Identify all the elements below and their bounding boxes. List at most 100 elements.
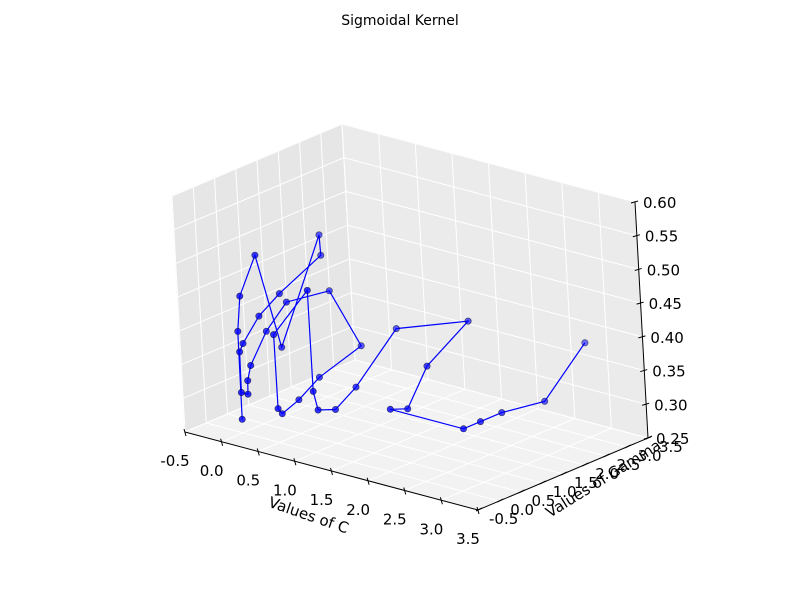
x-tick-label: -0.5 (160, 452, 189, 470)
x-tick-mark (220, 438, 224, 446)
data-point (236, 292, 244, 300)
x-tick-label: 0.0 (200, 462, 224, 480)
x-tick-label: 2.0 (346, 501, 370, 519)
data-point-layer (234, 231, 589, 433)
z-grid-line (175, 190, 639, 270)
data-point (352, 383, 360, 391)
x-tick-mark (403, 487, 407, 495)
data-point (262, 327, 270, 335)
data-point (314, 406, 322, 414)
data-point (404, 405, 412, 413)
y-tick-mark (539, 480, 546, 485)
data-point (459, 425, 467, 433)
data-point (325, 287, 333, 295)
x-tick-mark (366, 477, 370, 485)
x-tick-label: 1.5 (310, 491, 334, 509)
data-point (282, 298, 290, 306)
data-point (541, 397, 549, 405)
z-tick-label: 0.35 (652, 363, 685, 381)
data-point (270, 331, 278, 339)
data-point (255, 312, 263, 320)
data-point (247, 361, 255, 369)
x-tick-label: 3.5 (456, 530, 480, 548)
data-point (476, 418, 484, 426)
z-tick-mark (642, 402, 650, 406)
y-tick-mark (582, 462, 589, 467)
z-tick-label: 0.30 (654, 396, 687, 414)
data-point (244, 390, 252, 398)
y-tick-mark (624, 444, 631, 449)
x-tick-label: 0.5 (236, 472, 260, 490)
data-point (278, 343, 286, 351)
z-grid-line (173, 157, 638, 237)
data-point (317, 251, 325, 259)
data-point (295, 396, 303, 404)
z-tick-mark (636, 301, 644, 305)
z-tick-mark (640, 369, 648, 373)
z-tick-mark (630, 200, 639, 204)
z-tick-mark (634, 267, 642, 271)
data-point (386, 405, 394, 413)
x-tick-mark (256, 448, 260, 456)
y-tick-mark (518, 489, 525, 494)
y-tick-mark (603, 453, 610, 458)
y-tick-mark (497, 498, 504, 503)
y-tick-label: 3.5 (659, 438, 683, 456)
x-tick-label: 1.0 (273, 481, 297, 499)
data-point (498, 409, 506, 417)
data-point (309, 387, 317, 395)
data-point (423, 362, 431, 370)
axis-lines (183, 200, 653, 515)
data-point (244, 377, 252, 385)
data-point (238, 415, 246, 423)
y-tick-label: 0.0 (510, 501, 534, 519)
x-tick-mark (439, 497, 443, 505)
z-axis-line (634, 201, 649, 439)
x-tick-label: 2.5 (383, 511, 407, 529)
y-tick-label: -0.5 (489, 510, 518, 528)
data-point (237, 388, 245, 396)
y-tick-label: 0.5 (532, 492, 556, 510)
x-tick-label: 3.0 (419, 520, 443, 538)
axes-panes (171, 123, 650, 511)
y-tick-label: 1.5 (574, 474, 598, 492)
z-grid-line (179, 258, 643, 338)
data-point (275, 290, 283, 298)
z-tick-label: 0.60 (643, 194, 676, 212)
z-grid-line (171, 123, 636, 203)
data-point (581, 339, 589, 347)
data-point (315, 373, 323, 381)
z-tick-label: 0.45 (649, 295, 682, 313)
y-tick-mark (475, 507, 483, 512)
data-point (278, 410, 286, 418)
y-tick-mark (560, 471, 568, 476)
y-tick-label: 2.5 (617, 456, 641, 474)
y-tick-label: 1.0 (553, 483, 577, 501)
z-grid-line (177, 224, 641, 304)
x-tick-mark (330, 467, 333, 476)
chart-title: Sigmoidal Kernel (341, 13, 459, 29)
data-point (251, 251, 259, 259)
z-tick-mark (638, 335, 646, 339)
z-tick-label: 0.40 (650, 329, 683, 347)
data-point (234, 327, 242, 335)
y-tick-label: 2.0 (595, 465, 619, 483)
y-tick-label: 3.0 (638, 447, 662, 465)
data-point (392, 325, 400, 333)
data-point (315, 231, 323, 239)
z-tick-label: 0.25 (656, 430, 689, 448)
tick-labels: -0.50.00.51.01.52.02.53.03.5-0.50.00.51.… (160, 194, 689, 548)
z-tick-mark (643, 436, 652, 440)
z-tick-mark (632, 234, 640, 238)
data-point (303, 286, 311, 294)
data-point (236, 348, 244, 356)
x-tick-mark (183, 428, 187, 437)
x-tick-mark (293, 458, 297, 466)
data-point (274, 405, 282, 413)
data-point (331, 405, 339, 413)
data-point (239, 339, 247, 347)
z-tick-label: 0.50 (647, 261, 680, 279)
data-point (464, 317, 472, 325)
